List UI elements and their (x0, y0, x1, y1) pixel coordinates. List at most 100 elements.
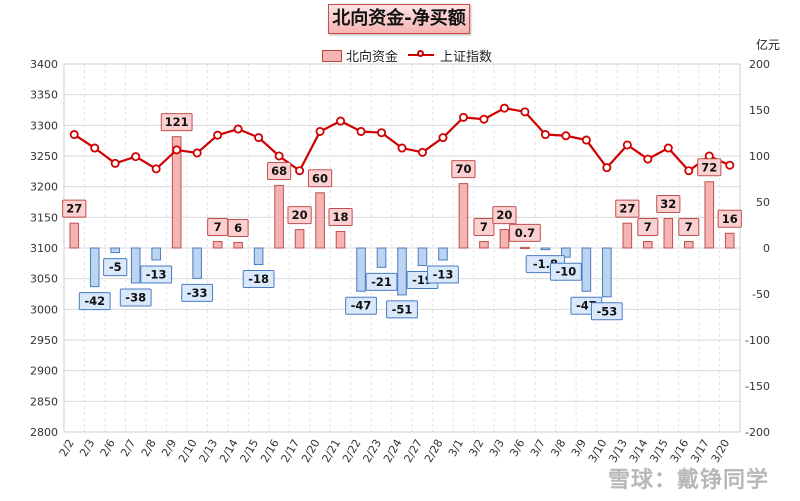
data-label: -10 (555, 265, 576, 279)
x-tick-label: 2/13 (197, 437, 221, 465)
index-point (110, 158, 120, 168)
data-label-box (345, 296, 377, 315)
bar (622, 222, 633, 249)
y-left-tick-label: 2950 (30, 334, 58, 347)
data-label: 20 (292, 208, 308, 222)
y-left-tick-label: 2800 (30, 426, 58, 439)
bar (253, 247, 264, 266)
x-tick-label: 3/2 (466, 437, 486, 459)
bar (704, 181, 715, 249)
data-label-box (119, 288, 152, 307)
data-label: 7 (214, 220, 222, 234)
x-tick-label: 3/10 (586, 437, 610, 465)
index-point (233, 124, 243, 134)
data-label-box (365, 272, 398, 291)
bar (89, 247, 100, 288)
x-tick-label: 3/1 (446, 437, 466, 459)
data-label-box (451, 160, 476, 179)
x-tick-label: 3/15 (647, 437, 671, 465)
x-tick-label: 2/16 (258, 437, 282, 465)
data-label-box (697, 158, 722, 177)
data-label: 7 (685, 220, 693, 234)
bar (520, 246, 530, 250)
data-label: -47 (351, 299, 372, 313)
index-point (602, 163, 612, 173)
data-label: 27 (66, 202, 82, 216)
bar (417, 247, 428, 266)
data-label-box (427, 265, 459, 284)
bar (315, 192, 325, 249)
data-label: 0.7 (515, 226, 535, 240)
index-point (684, 166, 694, 176)
data-label: -18 (248, 272, 269, 286)
x-tick-label: 3/17 (688, 437, 712, 465)
data-label-box (62, 199, 87, 218)
index-point (356, 126, 366, 136)
x-tick-label: 2/2 (57, 437, 77, 459)
bar (376, 247, 387, 268)
y-right-tick-label: -150 (745, 380, 770, 393)
data-label: -38 (125, 290, 146, 304)
index-point (417, 147, 427, 157)
data-label: -53 (596, 304, 617, 318)
data-label-box (266, 161, 292, 180)
watermark: 雪球：戴铮同学 (608, 468, 770, 493)
index-point (151, 164, 161, 174)
index-point (90, 143, 100, 153)
x-tick-label: 2/14 (217, 437, 241, 465)
data-label-box (140, 265, 173, 284)
x-tick-label: 2/21 (320, 437, 344, 465)
x-tick-label: 2/24 (381, 437, 405, 465)
data-label-box (637, 218, 659, 237)
index-point (315, 126, 325, 136)
data-label-box (307, 169, 333, 188)
index-point (131, 152, 141, 162)
y-right-tick-label: 50 (756, 196, 770, 209)
data-label-box (717, 209, 742, 228)
y-left-tick-label: 3200 (30, 181, 58, 194)
data-label: 121 (165, 115, 189, 129)
y-right-tick-label: -200 (745, 426, 770, 439)
y-right-tick-label: -100 (745, 334, 770, 347)
x-tick-label: 3/14 (627, 437, 651, 465)
bar (171, 136, 182, 249)
data-label: -51 (392, 302, 413, 316)
x-tick-label: 3/16 (668, 437, 692, 465)
x-tick-label: 2/27 (401, 437, 425, 465)
bar (458, 183, 469, 249)
data-label-box (492, 206, 517, 225)
index-point (725, 160, 735, 170)
data-label: 6 (234, 221, 242, 235)
bar (110, 247, 121, 254)
bar (192, 247, 202, 279)
x-tick-label: 3/13 (606, 437, 630, 465)
legend-item-index: 上证指数 (408, 46, 492, 65)
x-tick-label: 3/20 (709, 437, 733, 465)
x-tick-label: 3/3 (487, 437, 507, 459)
data-label: -5 (109, 260, 122, 274)
data-label: 72 (701, 160, 717, 174)
legend-label-northbound: 北向资金 (346, 50, 399, 65)
data-label: -21 (371, 275, 392, 289)
legend-swatch-dot (417, 50, 424, 57)
bar (561, 247, 571, 258)
y-right-tick-label: 100 (749, 150, 770, 163)
y-left-tick-label: 3300 (30, 119, 58, 132)
index-point (663, 143, 673, 153)
bar (294, 229, 305, 249)
bar (233, 241, 243, 249)
x-tick-label: 2/3 (77, 437, 97, 459)
x-tick-label: 2/15 (238, 437, 262, 465)
right-axis-unit: 亿元 (756, 38, 781, 52)
data-label-box (590, 302, 623, 321)
x-tick-label: 2/28 (422, 437, 446, 465)
data-label-box (103, 258, 128, 277)
data-label-box (678, 218, 700, 237)
data-label-box (328, 207, 353, 226)
data-label-box (287, 206, 312, 225)
x-tick-label: 2/8 (139, 437, 159, 459)
y-left-tick-label: 3400 (30, 58, 58, 71)
chart-title: 北向资金-净买额 (328, 4, 470, 34)
data-label-box (160, 113, 193, 132)
